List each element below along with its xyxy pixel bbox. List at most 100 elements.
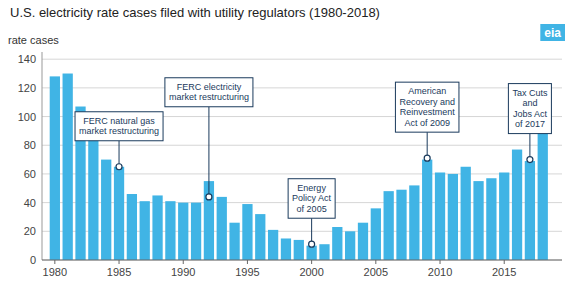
annotation: FERC natural gasmarket restructuring: [75, 112, 163, 141]
bar: [88, 127, 98, 260]
annotation: FERC electricitymarket restructuring: [165, 78, 253, 107]
annotation-lines: [119, 107, 530, 244]
bar: [525, 161, 535, 260]
annotation-box: [508, 84, 551, 134]
y-tick-label: 40: [24, 197, 36, 209]
x-tick: [504, 260, 505, 264]
bar: [294, 240, 304, 260]
annotation-box: [288, 179, 335, 219]
annotation-line: market restructuring: [79, 126, 159, 136]
x-tick: [311, 260, 312, 264]
annotation-line: American: [408, 86, 446, 96]
y-tick-label: 80: [24, 139, 36, 151]
annotation-marker: [116, 164, 122, 170]
annotation-box: [165, 78, 253, 107]
y-tick-label: 140: [18, 53, 36, 65]
x-tick-label: 2005: [364, 266, 388, 278]
annotation: Tax CutsandJobs Actof 2017: [508, 84, 551, 134]
bar: [229, 223, 239, 260]
annotation-text: Tax CutsandJobs Actof 2017: [512, 88, 548, 130]
annotation-line: Jobs Act: [513, 109, 548, 119]
x-tick-label: 2015: [492, 266, 516, 278]
annotation-line: Tax Cuts: [512, 88, 548, 98]
bar: [268, 230, 278, 260]
bar: [127, 194, 137, 260]
grid-line: [42, 260, 562, 261]
annotation-marker: [309, 241, 315, 247]
annotation-markers: [116, 155, 533, 247]
annotation-text: AmericanRecovery andReinvestmentAct of 2…: [399, 86, 455, 128]
annotation-boxes: FERC natural gasmarket restructuringFERC…: [75, 78, 551, 218]
bars: [50, 74, 548, 260]
annotation-text: FERC natural gasmarket restructuring: [79, 116, 159, 137]
annotation-line: FERC natural gas: [83, 116, 155, 126]
x-tick-label: 1990: [171, 266, 195, 278]
bar: [114, 167, 124, 260]
y-tick-label: 100: [18, 111, 36, 123]
annotation-line: [427, 132, 428, 158]
bar: [538, 131, 548, 260]
y-tick-label: 0: [30, 254, 36, 266]
y-tick-label: 60: [24, 168, 36, 180]
bar: [140, 201, 150, 260]
grid-line: [42, 59, 562, 60]
chart: U.S. electricity rate cases filed with u…: [0, 0, 575, 286]
bar: [217, 197, 227, 260]
annotation-line: Energy: [297, 183, 326, 193]
annotation: AmericanRecovery andReinvestmentAct of 2…: [395, 82, 459, 132]
annotation-text: EnergyPolicy Actof 2005: [292, 183, 332, 214]
x-axis-line: [42, 260, 562, 261]
annotation-line: [119, 141, 120, 167]
bar: [178, 203, 188, 260]
annotation-line: [208, 107, 209, 197]
x-tick: [247, 260, 248, 264]
bar: [345, 231, 355, 260]
y-tick-label: 20: [24, 225, 36, 237]
annotation-box: [395, 82, 459, 132]
annotation-marker: [527, 157, 533, 163]
x-tick: [183, 260, 184, 264]
bar: [435, 172, 445, 260]
annotation-line: of 2005: [297, 204, 327, 214]
annotation-marker: [424, 155, 430, 161]
x-tick-label: 2000: [299, 266, 323, 278]
annotation-box: [75, 112, 163, 141]
x-tick: [440, 260, 441, 264]
bar: [332, 227, 342, 260]
bar: [358, 223, 368, 260]
title: U.S. electricity rate cases filed with u…: [10, 5, 380, 20]
logo: eia: [540, 24, 565, 41]
bar: [396, 190, 406, 260]
annotation-marker: [206, 194, 212, 200]
annotation-line: and: [522, 98, 537, 108]
annotation-line: market restructuring: [169, 92, 249, 102]
bar: [101, 160, 111, 260]
annotation-line: Act of 2009: [404, 118, 450, 128]
logo-text: eia: [544, 26, 561, 40]
bar: [512, 150, 522, 260]
annotation-line: of 2017: [515, 119, 545, 129]
annotation-line: [529, 134, 530, 160]
bar: [461, 167, 471, 260]
y-axis-label: rate cases: [8, 34, 59, 46]
bar: [371, 208, 381, 260]
x-tick-label: 1985: [107, 266, 131, 278]
bar: [63, 74, 73, 260]
grid-line: [42, 87, 562, 88]
annotation-line: Policy Act: [292, 193, 332, 203]
x-tick: [375, 260, 376, 264]
bar: [409, 185, 419, 260]
annotation-line: [311, 218, 312, 244]
x-tick: [119, 260, 120, 264]
grid-line: [42, 145, 562, 146]
x-tick-label: 2010: [428, 266, 452, 278]
x-tick: [54, 260, 55, 264]
annotation: EnergyPolicy Actof 2005: [288, 179, 335, 219]
bar: [191, 203, 201, 260]
annotations: FERC natural gasmarket restructuringFERC…: [75, 78, 551, 247]
bar: [242, 204, 252, 260]
bar: [50, 76, 60, 260]
x-tick-label: 1980: [43, 266, 67, 278]
bar: [486, 178, 496, 260]
logo-box: [540, 24, 565, 41]
